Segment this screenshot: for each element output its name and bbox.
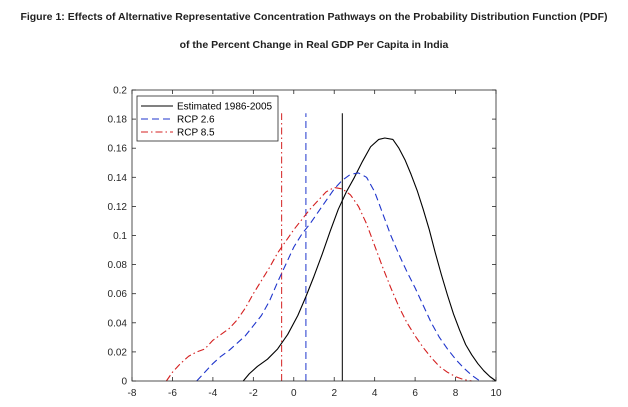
x-tick-label: -4 (208, 388, 217, 399)
x-tick-label: 4 (372, 388, 378, 399)
figure-title-line-1: Figure 1: Effects of Alternative Represe… (20, 11, 608, 23)
y-tick-label: 0.16 (108, 144, 128, 155)
y-axis: 0 0.02 0.04 0.06 0.08 0.1 0.12 0.14 0.16 0.18 0.2 (108, 86, 496, 388)
y-tick-label: 0.02 (108, 347, 128, 358)
y-tick-label: 0.06 (108, 289, 128, 300)
x-tick-label: -2 (249, 388, 258, 399)
legend: Estimated 1986-2005 RCP 2.6 RCP 8.5 (136, 95, 279, 142)
legend-label: RCP 8.5 (177, 128, 215, 139)
y-tick-label: 0 (121, 377, 127, 388)
x-tick-label: 0 (291, 388, 297, 399)
x-tick-label: -8 (128, 388, 137, 399)
y-tick-label: 0.14 (108, 173, 128, 184)
x-axis: -8 -6 -4 -2 0 2 4 6 8 10 (128, 90, 502, 399)
x-tick-label: 6 (412, 388, 418, 399)
series-line-1 (242, 137, 497, 382)
x-tick-label: 2 (331, 388, 337, 399)
y-tick-label: 0.12 (108, 202, 128, 213)
series-lines (165, 137, 497, 382)
y-tick-label: 0.18 (108, 115, 128, 126)
legend-box (136, 95, 279, 142)
x-tick-label: -6 (168, 388, 177, 399)
y-tick-label: 0.2 (113, 86, 127, 97)
legend-label: Estimated 1986-2005 (177, 102, 273, 113)
y-tick-label: 0.08 (108, 260, 128, 271)
figure-title-line-2: of the Percent Change in Real GDP Per Ca… (179, 39, 449, 51)
y-tick-label: 0.1 (113, 231, 127, 242)
legend-label: RCP 2.6 (177, 115, 215, 126)
x-tick-label: 8 (453, 388, 459, 399)
x-tick-label: 10 (490, 388, 502, 399)
y-tick-label: 0.04 (108, 318, 128, 329)
series-line-2 (196, 172, 481, 382)
